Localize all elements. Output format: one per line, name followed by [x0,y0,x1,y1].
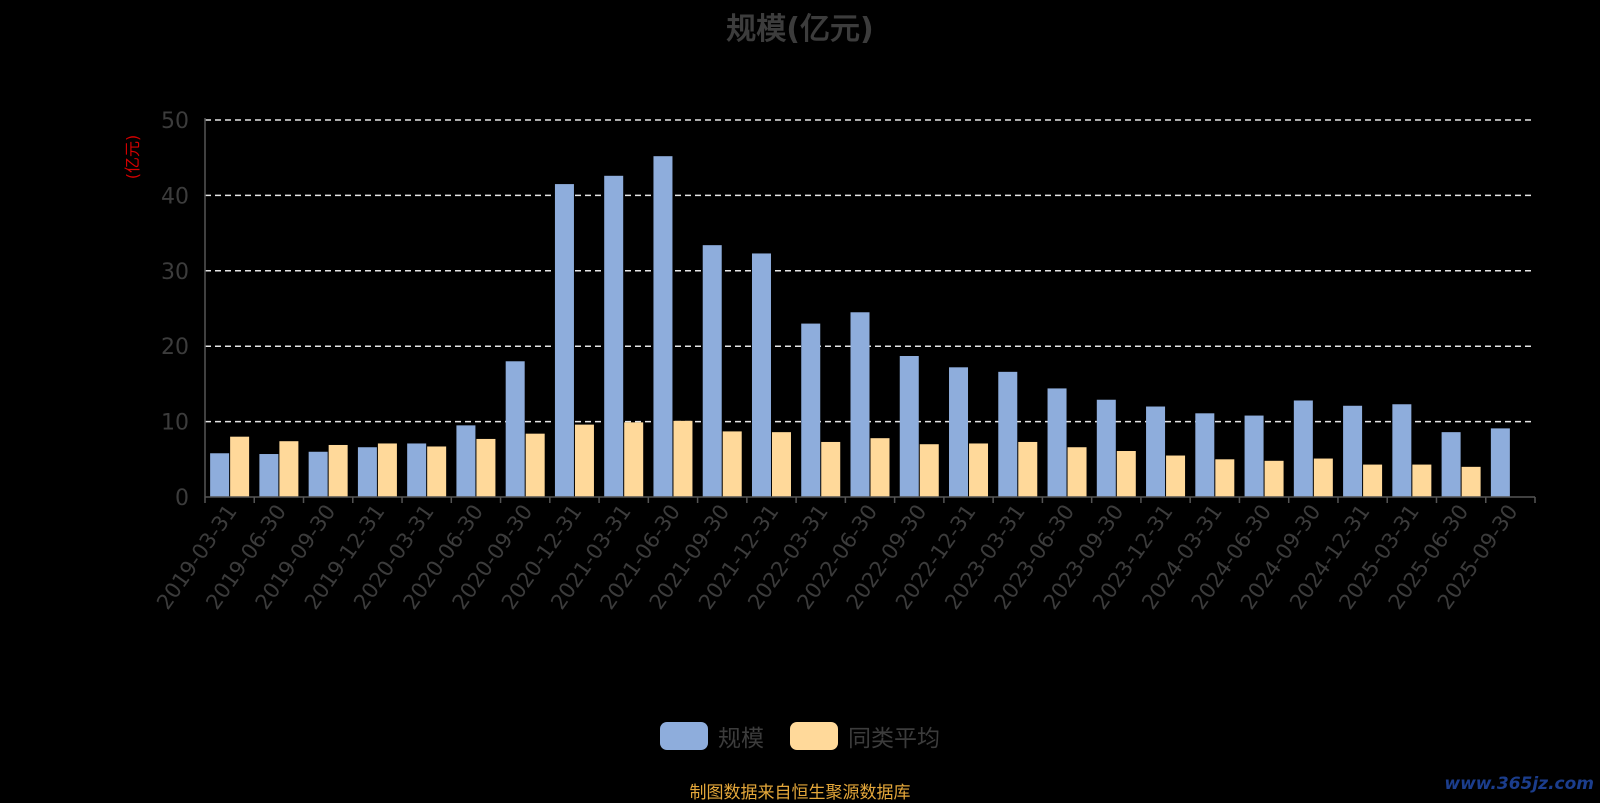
bar-scale[interactable] [407,443,427,497]
bar-scale[interactable] [1047,388,1067,497]
axes [204,118,1536,503]
bar-peer-average[interactable] [1116,451,1136,497]
legend-item-scale[interactable]: 规模 [660,719,764,753]
bars [210,156,1510,497]
bar-scale[interactable] [259,454,279,497]
bar-peer-average[interactable] [427,446,447,497]
legend-swatch-scale [660,722,708,750]
bar-peer-average[interactable] [279,441,299,497]
bar-peer-average[interactable] [1166,455,1186,497]
bar-scale[interactable] [554,184,574,497]
bar-scale[interactable] [1441,432,1461,497]
bar-scale[interactable] [949,367,969,497]
bar-peer-average[interactable] [230,436,250,497]
bar-scale[interactable] [604,175,624,497]
bar-peer-average[interactable] [1313,458,1333,497]
bar-scale[interactable] [1490,428,1510,497]
bar-scale[interactable] [505,361,525,497]
bar-peer-average[interactable] [969,443,989,497]
bar-scale[interactable] [751,253,771,497]
bar-peer-average[interactable] [1018,441,1038,497]
legend-label-peer-average: 同类平均 [848,726,940,752]
bar-peer-average[interactable] [1461,466,1481,497]
bar-peer-average[interactable] [624,422,644,497]
bar-scale[interactable] [1244,415,1264,497]
source-note: 制图数据来自恒生聚源数据库 [689,783,911,803]
bar-peer-average[interactable] [870,438,890,497]
bar-peer-average[interactable] [1264,460,1284,497]
bar-scale[interactable] [998,371,1018,497]
bar-scale[interactable] [1096,399,1116,497]
bar-scale[interactable] [308,451,328,497]
chart-title: 规模(亿元) [726,12,874,47]
y-tick-label: 40 [161,184,189,209]
y-tick-label: 10 [161,411,189,436]
bar-peer-average[interactable] [771,432,791,497]
bar-peer-average[interactable] [476,438,496,497]
bar-scale[interactable] [1343,405,1363,497]
watermark: www.365jz.com [1444,774,1594,794]
y-tick-label: 50 [161,109,189,134]
y-tick-label: 0 [175,486,189,511]
y-tick-label: 30 [161,260,189,285]
legend-label-scale: 规模 [718,726,764,752]
bar-peer-average[interactable] [377,443,397,497]
bar-peer-average[interactable] [673,420,693,497]
bar-peer-average[interactable] [328,444,348,497]
bar-peer-average[interactable] [1067,447,1087,497]
bar-peer-average[interactable] [919,444,939,497]
bar-scale[interactable] [702,245,722,497]
bar-peer-average[interactable] [1363,464,1383,497]
bar-scale[interactable] [850,312,870,497]
bar-peer-average[interactable] [821,441,841,497]
bar-peer-average[interactable] [1215,459,1235,497]
y-tick-labels: 0 10 20 30 40 50 [161,109,189,511]
bar-peer-average[interactable] [525,433,545,497]
grid-lines [205,119,1535,423]
x-tick-labels: 2019-03-312019-06-302019-09-302019-12-31… [152,500,1522,614]
bar-scale[interactable] [653,156,673,497]
bar-peer-average[interactable] [722,431,742,497]
bar-scale[interactable] [801,323,821,497]
bar-scale[interactable] [899,356,919,497]
bar-scale[interactable] [1392,404,1412,497]
bar-chart: 0 10 20 30 40 50 2019-03-312019-06-302019-09-… [152,109,1536,614]
bar-scale[interactable] [1146,406,1166,497]
bar-scale[interactable] [1195,413,1215,497]
legend-item-peer-average[interactable]: 同类平均 [790,719,940,753]
bar-scale[interactable] [1293,400,1313,497]
legend: 规模 同类平均 [0,719,1600,753]
legend-swatch-peer-average [790,722,838,750]
bar-peer-average[interactable] [574,424,594,497]
y-tick-label: 20 [161,335,189,360]
bar-scale[interactable] [456,425,476,497]
bar-scale[interactable] [210,453,230,497]
bar-scale[interactable] [357,447,377,497]
bar-peer-average[interactable] [1412,464,1432,497]
